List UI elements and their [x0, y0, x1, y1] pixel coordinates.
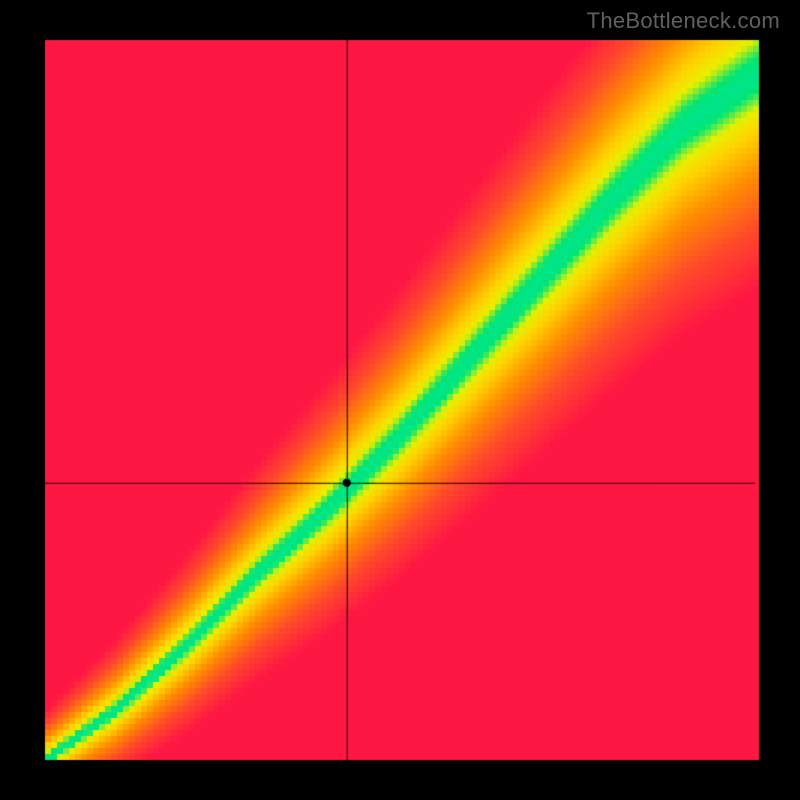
watermark-text: TheBottleneck.com	[587, 8, 780, 34]
bottleneck-heatmap	[0, 0, 800, 800]
chart-container: TheBottleneck.com	[0, 0, 800, 800]
